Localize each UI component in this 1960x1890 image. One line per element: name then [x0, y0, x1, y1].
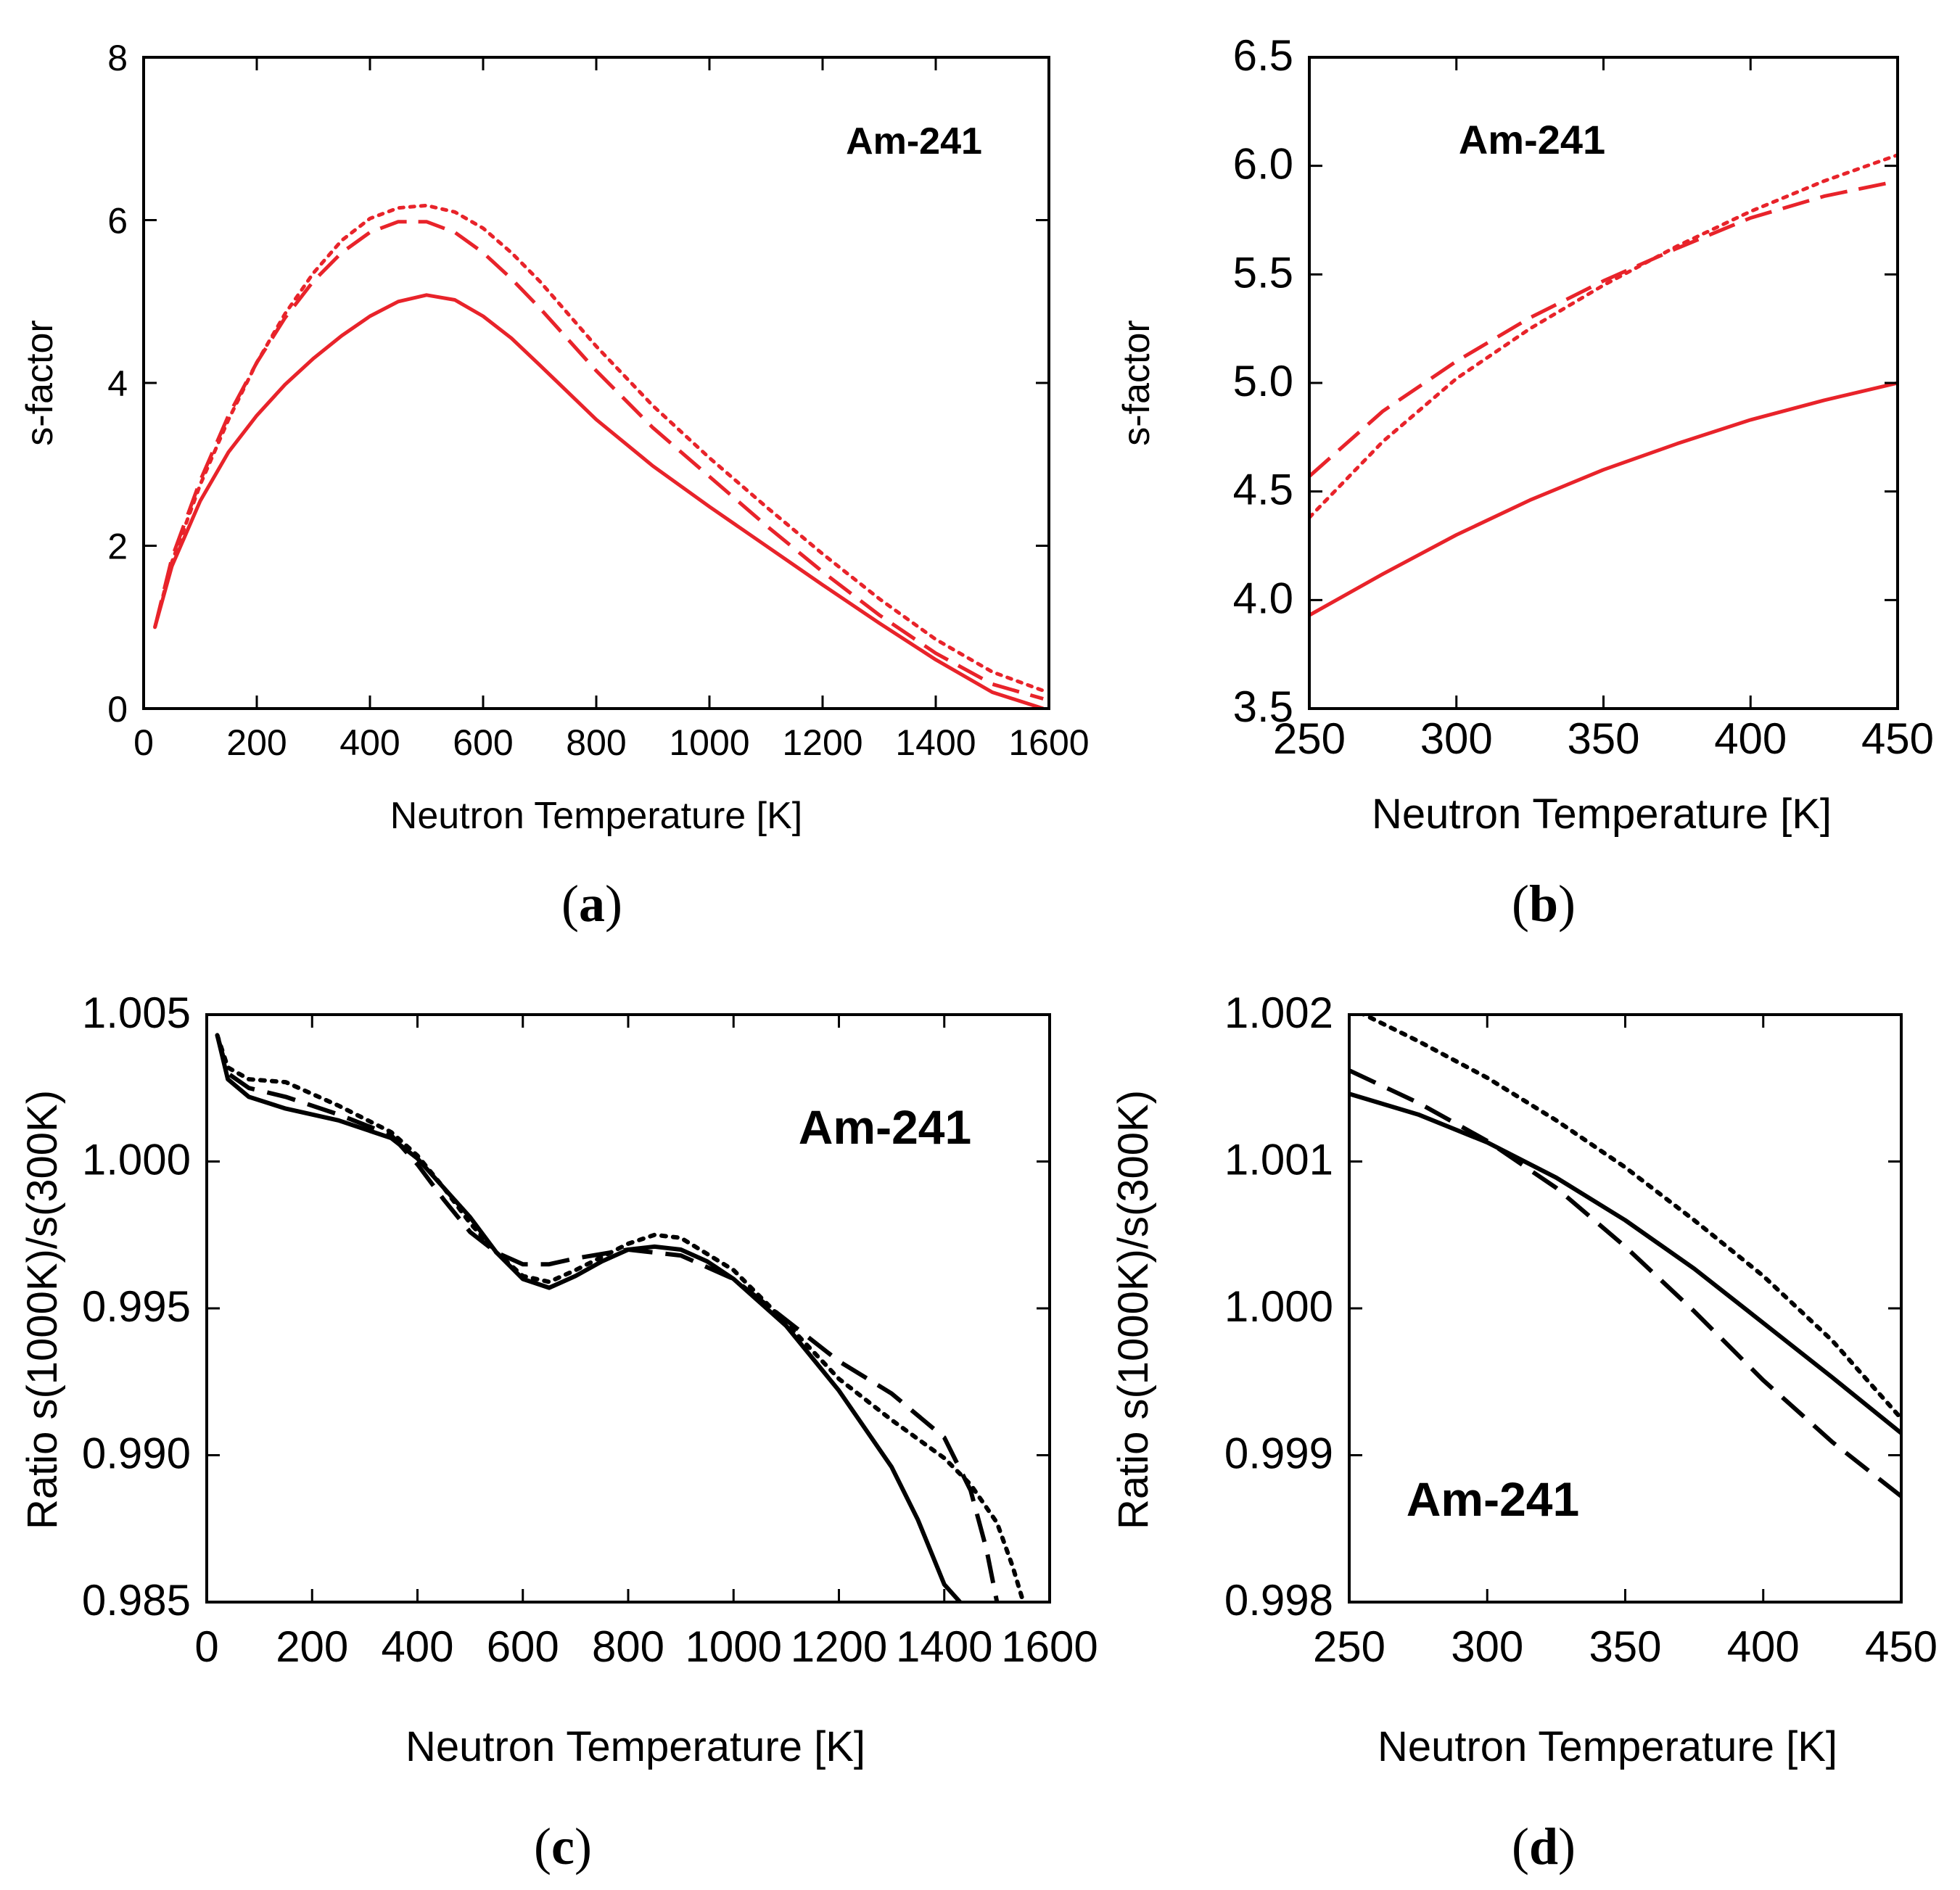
series-dotted-line-a [153, 203, 1045, 693]
caption-paren-open: ( [1512, 875, 1529, 933]
caption-paren-close: ) [1558, 875, 1576, 933]
series-dotted-line-b [1309, 153, 1898, 520]
x-tick-label: 200 [276, 1622, 348, 1671]
isotope-annotation: Am-241 [1407, 1472, 1579, 1526]
y-tick-label: 6.0 [1233, 140, 1293, 189]
x-tick-label: 300 [1451, 1622, 1523, 1671]
x-tick-label: 1000 [669, 722, 749, 763]
caption-letter: c [551, 1817, 575, 1875]
isotope-annotation: Am-241 [846, 120, 982, 162]
y-tick-label: 2 [107, 527, 128, 567]
y-tick-label: 0.999 [1224, 1429, 1333, 1478]
y-tick-label: 5.0 [1233, 357, 1293, 405]
x-axis-label: Neutron Temperature [K] [1372, 791, 1832, 838]
x-tick-label: 1000 [685, 1622, 782, 1671]
y-tick-label: 1.001 [1224, 1136, 1333, 1184]
y-tick-label: 1.005 [82, 989, 191, 1037]
y-tick-label: 0.990 [82, 1429, 191, 1478]
caption-paren-open: ( [561, 875, 579, 933]
x-tick-label: 350 [1567, 714, 1639, 763]
x-tick-label: 300 [1420, 714, 1493, 763]
panel-caption: (a) [561, 875, 622, 933]
series-dashed-line-c [215, 1034, 1000, 1602]
y-tick-label: 5.5 [1233, 248, 1293, 297]
y-tick-label: 0 [107, 689, 128, 730]
series-dashed-line-a [153, 220, 1044, 701]
series-solid-line-d [1349, 1092, 1901, 1435]
y-tick-label: 1.000 [1224, 1282, 1333, 1331]
x-tick-label: 1400 [895, 722, 976, 763]
x-tick-label: 400 [1727, 1622, 1800, 1671]
x-tick-label: 250 [1313, 1622, 1385, 1671]
x-tick-label: 400 [381, 1622, 453, 1671]
series-dotted-line-d [1359, 1015, 1901, 1421]
x-axis-label: Neutron Temperature [K] [405, 1723, 865, 1770]
x-tick-label: 1400 [896, 1622, 992, 1671]
x-tick-label: 1600 [1001, 1622, 1098, 1671]
isotope-annotation: Am-241 [799, 1100, 971, 1154]
x-tick-label: 450 [1865, 1622, 1938, 1671]
panel-d: 250 300 350 400 450 0.998 0.999 1.000 1.001 1.002… [1110, 989, 1938, 1875]
x-tick-label: 400 [339, 722, 400, 763]
y-axis-label: s-factor [1116, 320, 1158, 445]
x-tick-label: 0 [133, 722, 154, 763]
panel-a: 0 200 400 600 800 1000 1200 1400 1600 0 2 4 6 8 Neutro… [19, 38, 1090, 933]
panel-caption: (b) [1512, 875, 1576, 933]
y-tick-label: 0.995 [82, 1282, 191, 1331]
series-dashed-line-b [1309, 179, 1898, 478]
caption-paren-close: ) [605, 875, 622, 933]
caption-letter: a [579, 875, 605, 933]
y-tick-label: 4.5 [1233, 466, 1293, 514]
x-tick-label: 600 [487, 1622, 559, 1671]
y-tick-label: 6.5 [1233, 31, 1293, 80]
caption-paren-close: ) [575, 1817, 592, 1875]
x-tick-label: 600 [453, 722, 513, 763]
y-tick-label: 1.000 [82, 1136, 191, 1184]
caption-paren-close: ) [1558, 1817, 1576, 1875]
caption-letter: b [1529, 875, 1558, 933]
y-tick-label: 0.985 [82, 1576, 191, 1625]
x-tick-label: 200 [226, 722, 287, 763]
x-tick-label: 800 [566, 722, 626, 763]
series-dashed-line-d [1349, 1068, 1901, 1498]
panel-caption: (c) [534, 1817, 592, 1875]
y-tick-label: 8 [107, 38, 128, 78]
series-dotted-line-c [215, 1033, 1026, 1602]
x-tick-label: 450 [1861, 714, 1934, 763]
y-tick-label: 0.998 [1224, 1576, 1333, 1625]
y-axis-label: s-factor [19, 320, 61, 445]
x-tick-label: 400 [1714, 714, 1787, 763]
isotope-annotation: Am-241 [1459, 117, 1605, 162]
y-tick-label: 4 [107, 363, 128, 404]
series-solid-line-a [153, 293, 1044, 709]
x-tick-label: 800 [592, 1622, 664, 1671]
x-tick-label: 1200 [791, 1622, 887, 1671]
x-axis-label: Neutron Temperature [K] [1378, 1723, 1837, 1770]
x-tick-label: 1200 [782, 722, 862, 763]
x-tick-label: 250 [1273, 714, 1346, 763]
x-tick-label: 350 [1589, 1622, 1661, 1671]
panel-b: 250 300 350 400 450 3.5 4.0 4.5 5.0 5.5 6.0 6.5 Neut… [1116, 31, 1934, 933]
x-tick-label: 0 [194, 1622, 218, 1671]
y-axis-label: Ratio s(1000K)/s(300K) [1110, 1090, 1157, 1530]
panel-caption: (d) [1512, 1817, 1576, 1875]
y-tick-label: 4.0 [1233, 574, 1293, 622]
panel-c: 0 200 400 600 800 1000 1200 1400 1600 0.985 0.990 0… [19, 989, 1098, 1875]
x-tick-label: 1600 [1008, 722, 1089, 763]
y-tick-label: 1.002 [1224, 989, 1333, 1037]
series-solid-line-c [215, 1034, 962, 1602]
caption-paren-open: ( [534, 1817, 551, 1875]
series-solid-line-b [1309, 381, 1898, 617]
y-tick-label: 3.5 [1233, 682, 1293, 731]
caption-letter: d [1529, 1817, 1558, 1875]
y-tick-label: 6 [107, 201, 128, 242]
x-axis-label: Neutron Temperature [K] [390, 795, 802, 837]
y-axis-label: Ratio s(1000K)/s(300K) [19, 1090, 66, 1530]
caption-paren-open: ( [1512, 1817, 1529, 1875]
